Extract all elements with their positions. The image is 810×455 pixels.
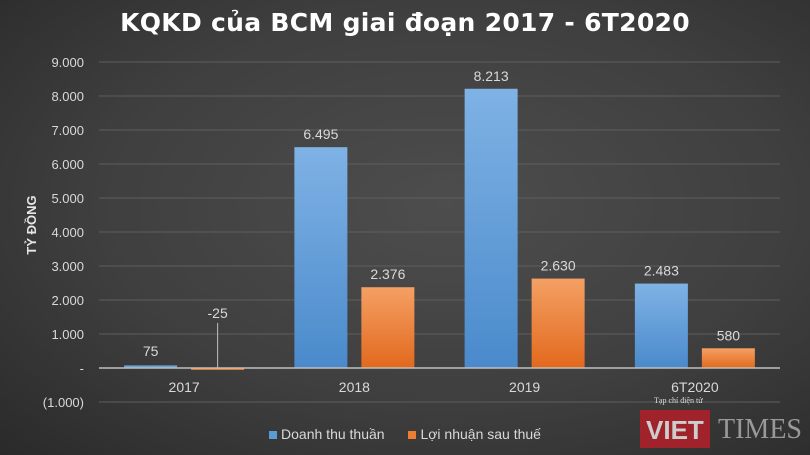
y-axis-label: TỶ ĐỒNG bbox=[24, 195, 39, 254]
bar-revenue bbox=[124, 365, 178, 368]
data-label: 2.376 bbox=[370, 266, 405, 282]
data-label: 580 bbox=[717, 327, 741, 343]
x-tick-label: 2017 bbox=[169, 379, 200, 395]
data-label: 75 bbox=[143, 343, 159, 359]
y-tick-label: 6.000 bbox=[51, 157, 84, 172]
y-tick-label: 9.000 bbox=[51, 55, 84, 70]
y-tick-label: - bbox=[80, 361, 84, 376]
legend-item-profit[interactable]: Lợi nhuận sau thuế bbox=[408, 426, 541, 442]
legend-item-revenue[interactable]: Doanh thu thuần bbox=[269, 426, 385, 442]
legend-label-profit: Lợi nhuận sau thuế bbox=[420, 426, 541, 442]
bar-profit bbox=[191, 368, 245, 370]
logo-times: TIMES bbox=[718, 414, 802, 445]
x-tick-label: 6T2020 bbox=[671, 379, 719, 395]
y-tick-label: 4.000 bbox=[51, 225, 84, 240]
legend-swatch-profit bbox=[408, 431, 417, 439]
y-tick-label: 5.000 bbox=[51, 191, 84, 206]
bar-profit bbox=[361, 287, 415, 368]
logo-tagline: Tạp chí điện tử bbox=[654, 396, 703, 405]
bar-profit bbox=[701, 348, 755, 368]
y-tick-label: 1.000 bbox=[51, 327, 84, 342]
y-tick-label: 3.000 bbox=[51, 259, 84, 274]
viettimes-logo: Tạp chí điện tử VIET TIMES bbox=[640, 396, 805, 448]
bar-revenue bbox=[294, 147, 348, 368]
y-tick-label: (1.000) bbox=[43, 395, 84, 410]
x-tick-label: 2019 bbox=[509, 379, 540, 395]
y-tick-label: 2.000 bbox=[51, 293, 84, 308]
y-tick-label: 8.000 bbox=[51, 89, 84, 104]
bar-revenue bbox=[634, 283, 688, 368]
y-tick-label: 7.000 bbox=[51, 123, 84, 138]
data-label: 8.213 bbox=[474, 68, 509, 84]
legend-swatch-revenue bbox=[269, 431, 278, 439]
x-tick-label: 2018 bbox=[339, 379, 370, 395]
chart-title: KQKD của BCM giai đoạn 2017 - 6T2020 bbox=[120, 8, 690, 37]
data-label: 6.495 bbox=[303, 126, 338, 142]
data-label: 2.630 bbox=[541, 258, 576, 274]
data-label: 2.483 bbox=[644, 263, 679, 279]
legend-label-revenue: Doanh thu thuần bbox=[281, 426, 385, 442]
bar-revenue bbox=[464, 88, 518, 369]
bar-profit bbox=[531, 278, 585, 368]
data-label: -25 bbox=[208, 305, 228, 321]
logo-viet: VIET bbox=[640, 410, 710, 448]
legend: Doanh thu thuần Lợi nhuận sau thuế bbox=[0, 426, 810, 442]
